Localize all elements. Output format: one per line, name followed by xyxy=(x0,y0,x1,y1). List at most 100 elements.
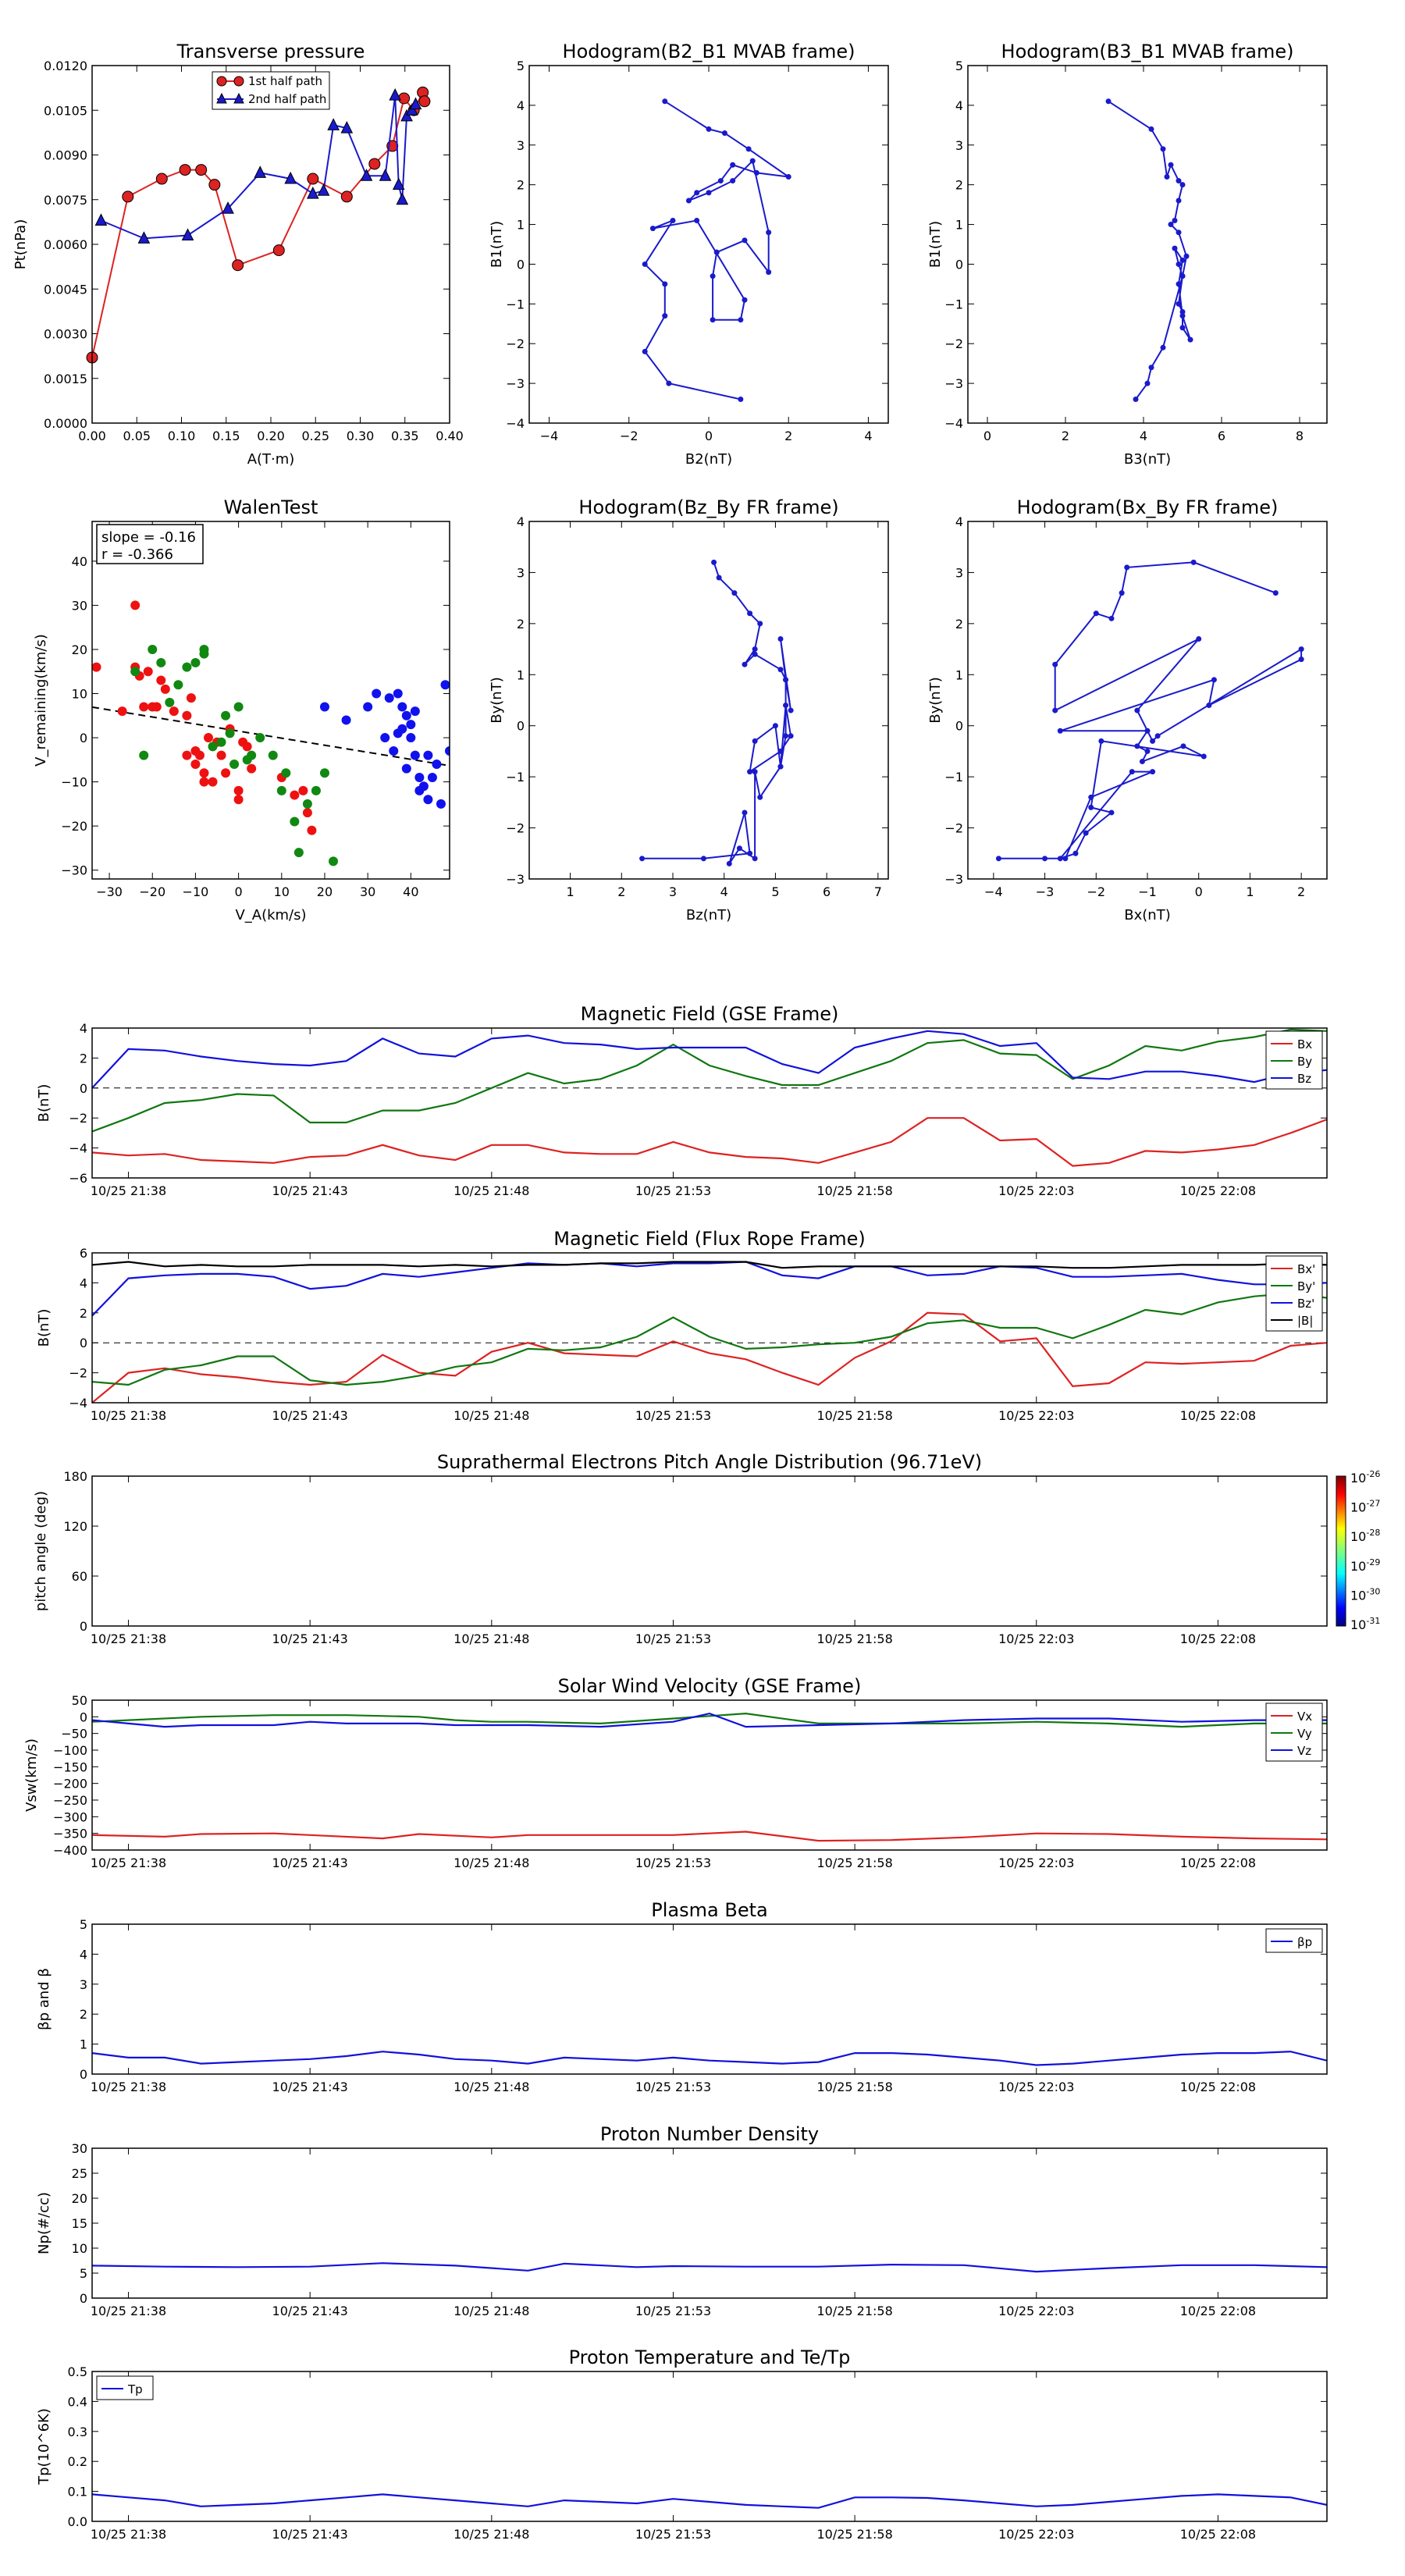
scatter-point-red xyxy=(182,710,192,720)
scatter-point-green xyxy=(165,697,175,707)
axes-frame xyxy=(91,2147,1328,2299)
scatter-point-green xyxy=(208,742,218,752)
axes-frame xyxy=(91,1699,1328,1851)
y-axis-label: B1(nT) xyxy=(489,221,505,268)
hodogram-point xyxy=(783,733,789,739)
y-tick-label: 1 xyxy=(955,218,963,233)
scatter-point-green xyxy=(233,702,244,712)
scatter-point-green xyxy=(156,657,166,667)
x-tick-label: 0.35 xyxy=(391,429,419,443)
scatter-point-blue xyxy=(445,746,450,756)
hodogram-point xyxy=(694,190,700,196)
hodogram-point xyxy=(694,217,700,223)
y-tick-label: 2 xyxy=(80,1051,87,1066)
scatter-point-red xyxy=(221,768,231,778)
x-axis-label: A(T·m) xyxy=(247,451,295,468)
x-tick-label: −20 xyxy=(139,884,165,899)
hodogram-point xyxy=(1057,856,1063,862)
data-point-2nd-half xyxy=(94,213,108,226)
y-tick-label: 0.0 xyxy=(68,2514,87,2529)
y-tick-label: 0.0075 xyxy=(44,193,87,208)
hodogram-point xyxy=(1179,182,1186,188)
y-tick-label: 4 xyxy=(80,1021,87,1036)
hodogram-point xyxy=(742,809,748,816)
chart-title: Hodogram(B2_B1 MVAB frame) xyxy=(563,41,855,62)
x-tick-label: 20 xyxy=(317,884,333,899)
y-tick-label: 120 xyxy=(63,1519,87,1534)
hodogram-point xyxy=(706,190,712,196)
hodogram-point xyxy=(752,769,758,775)
legend-label: Bz xyxy=(1297,1072,1311,1086)
hodogram-point xyxy=(757,794,763,800)
panel-h2: Hodogram(B3_B1 MVAB frame) −4 −3 −2 −1 0 1 2 3 4 5… xyxy=(927,41,1328,468)
y-tick-label: 30 xyxy=(72,2141,87,2156)
axes-frame xyxy=(91,1923,1328,2075)
y-tick-label: 0 xyxy=(80,1081,87,1096)
data-point-2nd-half xyxy=(137,231,151,244)
x-tick-label: 2 xyxy=(1297,884,1305,899)
hodogram-point xyxy=(685,197,692,204)
hodogram-point xyxy=(995,856,1001,862)
annotation-box xyxy=(96,524,204,564)
y-tick-label: 5 xyxy=(80,1917,87,1932)
data-point-2nd-half xyxy=(400,109,413,122)
colorbar-label: 10-26 xyxy=(1350,1469,1380,1485)
x-tick-label: 40 xyxy=(403,884,418,899)
hodogram-point xyxy=(1133,396,1139,402)
data-point-2nd-half xyxy=(360,169,373,181)
hodogram-point xyxy=(757,621,763,627)
panel-tp: Transverse pressure 0.0000 0.0015 0.0030 0.0… xyxy=(12,41,464,468)
panel-h4: Hodogram(Bx_By FR frame) −3 −2 −1 0 1 2 3 4 −4 −3 −… xyxy=(927,496,1328,923)
y-axis-label: B1(nT) xyxy=(927,221,944,268)
x-tick-label: 0 xyxy=(1195,884,1203,899)
x-tick-label: 10/25 22:03 xyxy=(998,1856,1074,1870)
y-tick-label: 0.0060 xyxy=(44,237,87,252)
y-tick-label: 0 xyxy=(80,1336,87,1350)
y-tick-label: 6 xyxy=(80,1246,87,1261)
hodogram-point xyxy=(1108,809,1115,816)
hodogram-point xyxy=(1134,743,1140,749)
x-tick-label: 5 xyxy=(771,884,779,899)
hodogram-point xyxy=(752,856,758,862)
scatter-point-green xyxy=(199,644,209,654)
data-point-2nd-half xyxy=(327,118,340,130)
x-tick-label: 10/25 21:58 xyxy=(816,1856,892,1870)
axes-frame xyxy=(91,2371,1328,2522)
hodogram-path xyxy=(998,561,1303,860)
x-tick-label: 10/25 22:08 xyxy=(1180,1631,1256,1646)
y-axis-label: B(nT) xyxy=(36,1309,52,1347)
scatter-point-red xyxy=(307,825,317,835)
x-tick-label: 2 xyxy=(1062,429,1069,443)
y-tick-label: 4 xyxy=(80,1276,87,1290)
scatter-point-red xyxy=(208,777,218,787)
hodogram-path xyxy=(1108,100,1191,400)
chart-title: Magnetic Field (Flux Rope Frame) xyxy=(553,1228,865,1250)
scatter-point-green xyxy=(182,662,192,672)
scatter-point-red xyxy=(199,777,209,787)
chart-title: Hodogram(B3_B1 MVAB frame) xyxy=(1001,41,1294,62)
hodogram-path xyxy=(643,100,789,400)
x-tick-label: 0 xyxy=(984,429,991,443)
scatter-point-red xyxy=(199,768,209,778)
scatter-point-red xyxy=(169,706,179,717)
hodogram-point xyxy=(1150,738,1156,744)
data-point-1st-half xyxy=(195,164,208,176)
hodogram-point xyxy=(788,707,794,713)
r-text: r = -0.366 xyxy=(101,546,173,563)
legend-label: βp xyxy=(1297,1935,1312,1949)
hodogram-point xyxy=(1164,173,1170,180)
y-tick-label: −150 xyxy=(53,1759,87,1774)
legend-label: Vx xyxy=(1297,1710,1312,1724)
panel-ts7: Proton Temperature and Te/Tp 0.0 0.1 0.2 0.3… xyxy=(36,2347,1328,2542)
scatter-point-green xyxy=(148,644,158,654)
series-line-1 xyxy=(92,1712,1327,1728)
colorbar-label: 10-27 xyxy=(1350,1499,1380,1515)
x-tick-label: 10/25 21:53 xyxy=(635,2080,711,2094)
scatter-point-red xyxy=(233,785,244,795)
scatter-point-green xyxy=(311,785,321,795)
panel-ts1: Magnetic Field (GSE Frame) −6 −4 −2 0 2 4 10/25… xyxy=(36,1003,1328,1198)
hodogram-point xyxy=(1298,646,1304,653)
hodogram-point xyxy=(742,297,748,303)
legend-marker xyxy=(216,92,227,104)
x-tick-label: 10/25 21:48 xyxy=(454,2527,529,2542)
